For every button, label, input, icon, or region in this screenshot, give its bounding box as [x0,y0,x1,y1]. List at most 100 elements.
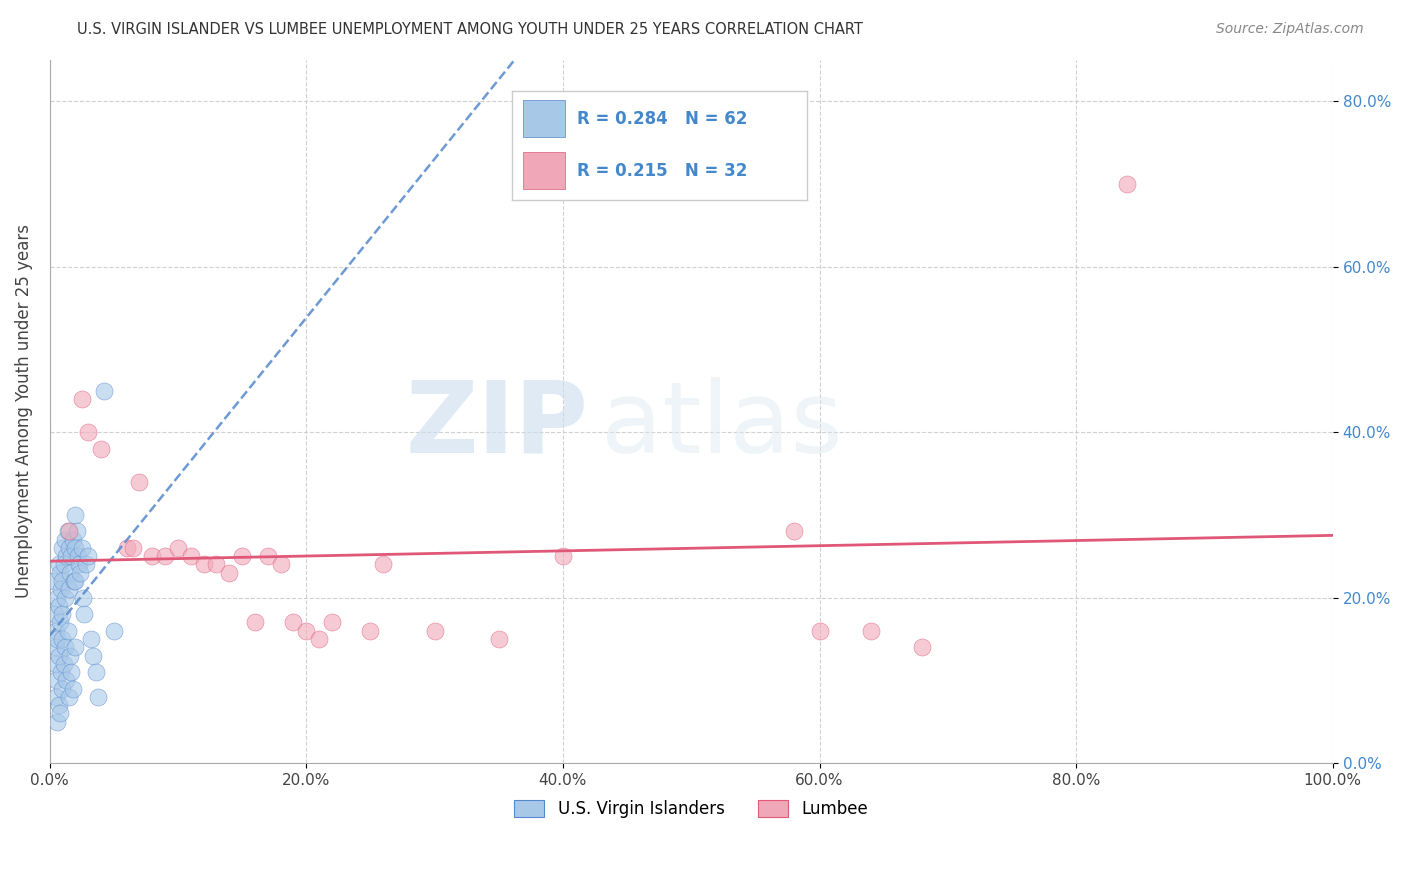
Point [321,615,343,630]
Text: U.S. VIRGIN ISLANDER VS LUMBEE UNEMPLOYMENT AMONG YOUTH UNDER 25 YEARS CORRELATI: U.S. VIRGIN ISLANDER VS LUMBEE UNEMPLOYM… [77,22,863,37]
Point [180,549,202,564]
Point [103,624,125,638]
Point [44,607,66,622]
Point [49,706,72,721]
Point [53,533,76,547]
Point [48,599,70,613]
Point [77,549,100,564]
Point [52,558,75,572]
Point [783,524,806,539]
Point [56,624,79,638]
Point [65,508,87,522]
Point [51,574,73,588]
Point [77,425,100,439]
Point [48,698,70,713]
Point [87,690,110,704]
Point [58,690,80,704]
Point [45,657,67,671]
Y-axis label: Unemployment Among Youth under 25 years: Unemployment Among Youth under 25 years [15,225,32,599]
Point [49,615,72,630]
Point [65,541,87,555]
Point [45,624,67,638]
Point [59,648,82,663]
Point [128,475,150,489]
Point [62,681,84,696]
Point [62,533,84,547]
Text: Source: ZipAtlas.com: Source: ZipAtlas.com [1216,22,1364,37]
Point [51,632,73,646]
Point [488,632,510,646]
Point [193,558,215,572]
Point [48,558,70,572]
Point [51,665,73,679]
Point [52,657,75,671]
Point [283,615,305,630]
Point [53,591,76,605]
Point [65,524,87,539]
Point [60,549,83,564]
Point [93,384,115,398]
Point [153,549,176,564]
Point [55,673,77,688]
Point [59,566,82,580]
Point [60,665,83,679]
Point [51,681,73,696]
Point [46,714,69,729]
Point [55,549,77,564]
Text: atlas: atlas [602,377,844,474]
Point [167,541,190,555]
Point [56,524,79,539]
Point [45,673,67,688]
Point [243,615,266,630]
Point [53,640,76,655]
Point [308,632,330,646]
Point [70,392,93,406]
Point [58,541,80,555]
Point [1116,177,1139,191]
Point [73,607,96,622]
Point [551,549,574,564]
Point [423,624,446,638]
Point [82,648,104,663]
Point [84,665,107,679]
Point [65,640,87,655]
Point [49,566,72,580]
Point [66,549,89,564]
Point [218,566,240,580]
Point [205,558,228,572]
Point [45,640,67,655]
Point [859,624,882,638]
Point [808,624,831,638]
Point [51,541,73,555]
Point [63,574,86,588]
Point [122,541,145,555]
Point [69,566,91,580]
Point [46,632,69,646]
Point [72,591,94,605]
Point [141,549,163,564]
Point [67,558,90,572]
Point [58,524,80,539]
Point [46,591,69,605]
Point [70,541,93,555]
Point [80,632,103,646]
Point [359,624,381,638]
Point [58,582,80,597]
Point [75,558,97,572]
Point [295,624,318,638]
Point [256,549,278,564]
Point [270,558,292,572]
Point [51,582,73,597]
Point [65,574,87,588]
Legend: U.S. Virgin Islanders, Lumbee: U.S. Virgin Islanders, Lumbee [508,794,875,825]
Point [911,640,934,655]
Point [42,574,65,588]
Point [45,690,67,704]
Point [373,558,395,572]
Point [48,648,70,663]
Point [51,607,73,622]
Point [115,541,138,555]
Point [90,442,112,456]
Text: ZIP: ZIP [406,377,589,474]
Point [231,549,253,564]
